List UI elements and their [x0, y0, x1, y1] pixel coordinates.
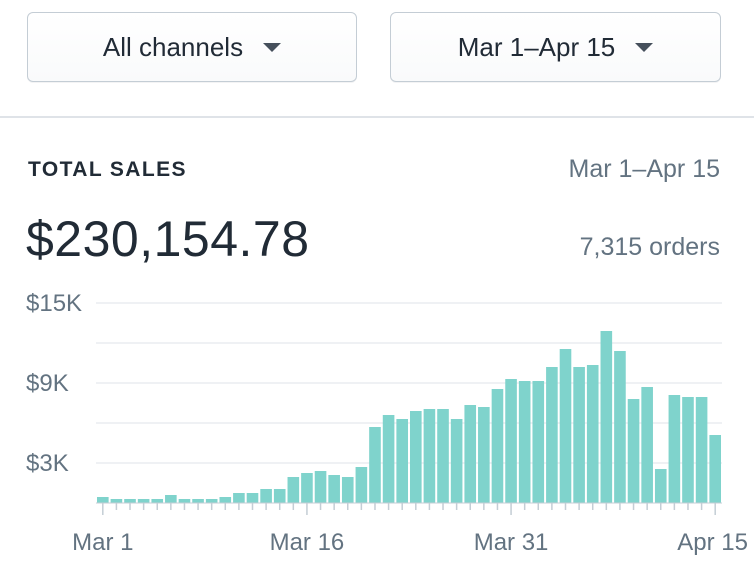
bar: [614, 351, 626, 503]
bar: [328, 475, 340, 503]
bar: [559, 349, 572, 503]
x-tick-label: Apr 15: [677, 529, 748, 556]
date-range-label: Mar 1–Apr 15: [457, 31, 616, 62]
bar: [600, 331, 613, 503]
bar: [423, 409, 436, 503]
total-sales-amount: $230,154.78: [26, 211, 310, 267]
bar: [491, 389, 504, 503]
bar: [165, 495, 177, 503]
bar: [151, 499, 164, 503]
bar: [641, 387, 653, 503]
bar: [518, 381, 531, 503]
bar: [124, 499, 136, 503]
channel-filter-label: All channels: [102, 31, 244, 62]
bar: [586, 365, 599, 503]
bar: [709, 435, 721, 503]
bar: [695, 397, 708, 503]
bar: [410, 411, 422, 503]
bar: [478, 407, 490, 503]
bar: [437, 409, 449, 503]
y-tick-label: $15K: [26, 290, 82, 317]
bar: [532, 381, 545, 503]
bar: [341, 477, 354, 503]
bar: [382, 415, 395, 503]
bar: [205, 499, 218, 503]
sales-bar-chart: $15K $9K $3K Mar 1 Mar 16 Mar 31 Apr 15: [26, 290, 748, 556]
x-tick-label: Mar 1: [72, 529, 133, 556]
bar: [178, 499, 191, 503]
bar: [219, 497, 232, 503]
bar: [314, 471, 327, 503]
x-tick-label: Mar 31: [474, 529, 549, 556]
bar: [396, 419, 408, 503]
bar: [573, 367, 585, 503]
bar: [505, 379, 517, 503]
bar: [233, 493, 245, 503]
card-title: TOTAL SALES: [28, 158, 187, 181]
bar: [682, 397, 694, 503]
bar: [627, 399, 640, 503]
caret-down-icon: [263, 42, 282, 52]
bar: [355, 467, 368, 503]
x-tick-label: Mar 16: [270, 529, 345, 556]
bar: [654, 469, 667, 503]
bar: [192, 499, 204, 503]
bar: [301, 473, 313, 503]
card-date-range: Mar 1–Apr 15: [568, 155, 720, 183]
bar: [110, 499, 123, 503]
bar: [668, 395, 681, 503]
bar: [464, 405, 477, 503]
bar: [260, 489, 272, 503]
bar: [246, 493, 259, 503]
bar: [273, 489, 286, 503]
bar: [137, 499, 150, 503]
date-range-button[interactable]: Mar 1–Apr 15: [390, 12, 721, 82]
section-divider: [0, 116, 754, 118]
bar: [369, 427, 381, 503]
bar: [450, 419, 463, 503]
y-tick-label: $9K: [26, 370, 69, 397]
bar: [287, 477, 300, 503]
y-tick-label: $3K: [26, 450, 69, 477]
bar: [97, 497, 109, 503]
caret-down-icon: [635, 42, 654, 52]
bar: [546, 367, 558, 503]
channel-filter-button[interactable]: All channels: [27, 12, 357, 82]
orders-count: 7,315 orders: [579, 233, 720, 261]
